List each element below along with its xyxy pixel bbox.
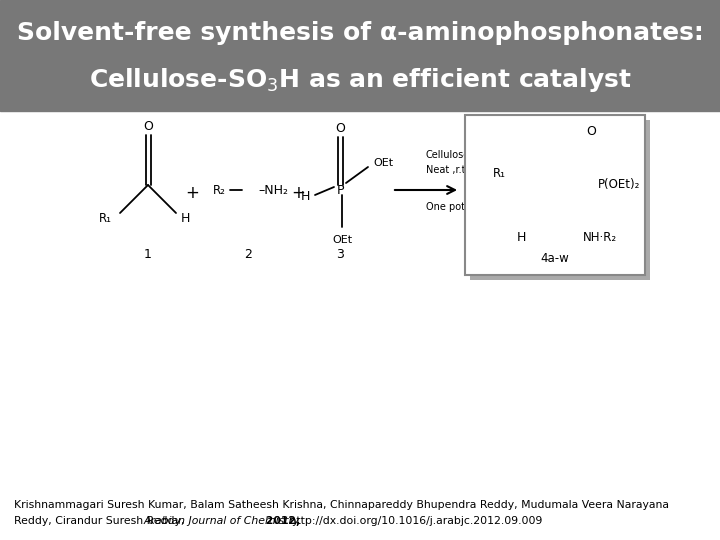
Text: Arabian Journal of Chemistry.: Arabian Journal of Chemistry. [144,516,303,526]
Text: Krishnammagari Suresh Kumar, Balam Satheesh Krishna, Chinnapareddy Bhupendra Red: Krishnammagari Suresh Kumar, Balam Sathe… [14,500,669,510]
Text: NH·R₂: NH·R₂ [582,231,617,244]
Text: OEt: OEt [332,235,352,245]
Text: Reddy, Cirandur Suresh Reddy,: Reddy, Cirandur Suresh Reddy, [14,516,188,526]
Text: 2: 2 [244,248,252,261]
Text: R₁: R₁ [492,167,505,180]
Bar [0,0,720,111]
Text: R₂: R₂ [213,184,226,197]
Text: R₁: R₁ [99,212,112,225]
Text: P: P [336,184,343,197]
Text: 2012,: 2012, [262,516,300,526]
Text: Cellulose-SO₃H: Cellulose-SO₃H [426,150,499,160]
Text: http://dx.doi.org/10.1016/j.arabjc.2012.09.009: http://dx.doi.org/10.1016/j.arabjc.2012.… [286,516,542,526]
Text: –NH₂: –NH₂ [258,184,288,197]
Text: One pot, 83-98%: One pot, 83-98% [426,202,508,212]
Bar [465,115,645,275]
Text: O: O [336,122,346,134]
Text: 1: 1 [144,248,152,261]
Text: 3: 3 [336,248,344,261]
Text: 4a-w: 4a-w [541,253,570,266]
Text: +: + [291,184,305,202]
Text: +: + [185,184,199,202]
Bar [470,120,650,280]
Text: O: O [587,125,597,138]
Text: O: O [143,120,153,133]
Text: Neat ,r.t., 15-30 min: Neat ,r.t., 15-30 min [426,165,524,175]
Text: Cellulose-SO$_3$H as an efficient catalyst: Cellulose-SO$_3$H as an efficient cataly… [89,66,631,94]
Text: H: H [517,231,526,244]
Text: H: H [301,191,310,204]
Text: P(OEt)₂: P(OEt)₂ [598,178,640,191]
Text: OEt: OEt [373,158,393,168]
Text: H: H [181,212,190,225]
Text: Solvent-free synthesis of α-aminophosphonates:: Solvent-free synthesis of α-aminophospho… [17,21,703,45]
